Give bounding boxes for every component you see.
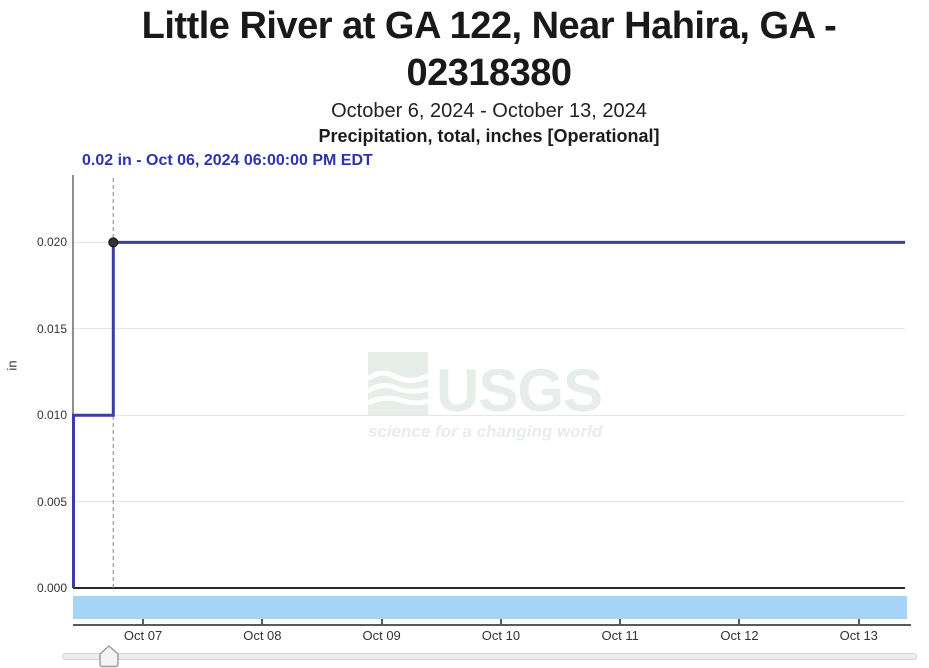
date-range-subtitle: October 6, 2024 - October 13, 2024 [331,100,647,122]
x-tick-label: Oct 11 [601,628,639,643]
x-tick-mark [499,619,502,624]
y-tick-label: 0.020 [36,235,67,250]
x-tick-mark [142,619,145,624]
y-axis-unit-label: in [4,360,20,371]
cursor-value-readout: 0.02 in - Oct 06, 2024 06:00:00 PM EDT [82,152,373,169]
plot-zero-baseline [73,587,905,589]
y-tick-label: 0.015 [36,321,67,336]
x-tick-mark [857,619,860,624]
chart-header: Little River at GA 122, Near Hahira, GA … [49,0,929,147]
x-tick-label: Oct 07 [123,628,163,643]
x-tick-mark [738,619,741,624]
x-tick-label: Oct 08 [243,628,282,643]
time-slider-handle[interactable] [98,645,120,668]
x-tick-mark [261,619,264,624]
x-tick-label: Oct 09 [362,628,401,643]
plot-hover-area[interactable] [73,175,905,588]
x-tick-label: Oct 13 [839,628,878,643]
x-tick-label: Oct 10 [481,628,521,643]
y-tick-label: 0.005 [36,494,67,509]
x-tick-mark [380,619,383,624]
page-title: Little River at GA 122, Near Hahira, GA … [141,5,837,94]
data-availability-bar [73,596,907,619]
y-tick-label: 0.000 [36,581,67,595]
parameter-subtitle: Precipitation, total, inches [Operationa… [318,126,660,146]
time-slider-track[interactable] [62,653,917,660]
x-axis-line [73,624,911,626]
x-tick-label: Oct 12 [720,628,759,643]
x-tick-mark [619,619,622,624]
y-tick-label: 0.010 [36,408,67,423]
